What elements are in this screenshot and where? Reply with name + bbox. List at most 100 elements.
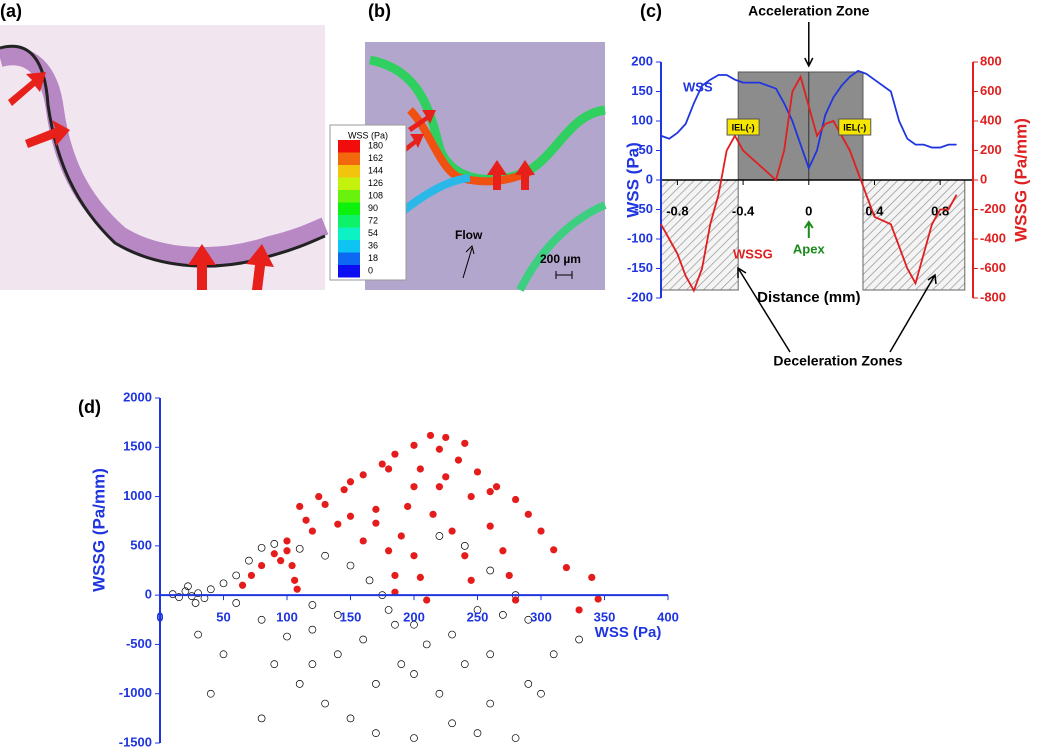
point [384, 606, 393, 614]
point [537, 689, 545, 698]
point [435, 532, 444, 540]
point [321, 699, 329, 708]
point [391, 620, 399, 629]
point [416, 465, 424, 473]
y2-tick-label: 400 [980, 112, 1002, 127]
x-tick-label: 0 [156, 610, 163, 625]
point [283, 632, 291, 641]
colorbar-swatch [338, 227, 360, 240]
point [549, 650, 558, 659]
point [245, 556, 253, 565]
chart-c: -200 -150 -100 -50 0 50 100 150 200 -800 -600 -400 -… [623, 3, 1030, 369]
y-tick-label: 200 [631, 53, 653, 68]
point [410, 441, 418, 449]
point [391, 588, 399, 596]
y2-tick-label: -200 [980, 201, 1006, 216]
point [385, 547, 393, 555]
point [291, 576, 299, 584]
point [575, 606, 583, 614]
point [308, 527, 316, 535]
point [232, 599, 241, 607]
point [460, 542, 469, 550]
y-tick-label: 2000 [123, 389, 152, 404]
point [295, 680, 304, 688]
point [467, 576, 475, 584]
x-tick-label: 300 [530, 610, 552, 625]
point [594, 595, 602, 603]
panel-label: (c) [640, 1, 662, 21]
point [219, 579, 228, 588]
x-tick-label: 250 [467, 610, 489, 625]
point [524, 615, 533, 624]
y2-axis-label: WSSG (Pa/mm) [1011, 118, 1030, 242]
point [333, 611, 342, 619]
point [435, 483, 443, 491]
point [346, 512, 355, 520]
point [511, 734, 520, 742]
point [486, 650, 495, 659]
point [423, 596, 431, 604]
point [550, 546, 558, 554]
panel-b: (b) Flow 200 µm WSS (Pa) 180162144126108… [329, 1, 607, 292]
point [321, 500, 329, 509]
point [460, 660, 469, 668]
point [448, 527, 456, 535]
colorbar-swatch [338, 215, 360, 228]
colorbar-tick-label: 180 [368, 140, 383, 150]
point [410, 734, 418, 742]
point [385, 465, 393, 473]
y-tick-label: -100 [627, 230, 653, 245]
point [346, 478, 355, 486]
point [175, 593, 183, 601]
point [397, 660, 406, 668]
point [359, 471, 367, 479]
point [499, 611, 507, 619]
point [283, 547, 291, 555]
x-tick-label: -0.4 [732, 203, 755, 218]
x-tick-label: 200 [403, 610, 425, 625]
point [288, 561, 296, 570]
series-line [660, 74, 958, 293]
point [206, 689, 215, 698]
point [293, 585, 301, 593]
point [410, 483, 418, 491]
point [499, 547, 507, 555]
point [562, 563, 571, 572]
point [194, 589, 202, 598]
point [435, 689, 444, 698]
point [238, 581, 247, 589]
point [391, 450, 399, 458]
point [257, 714, 266, 723]
y-tick-label: 1000 [123, 488, 152, 503]
point [448, 630, 456, 639]
colorbar-tick-label: 90 [368, 203, 378, 213]
colorbar-tick-label: 72 [368, 215, 378, 225]
x-axis-label: Distance (mm) [757, 289, 860, 306]
colorbar-tick-label: 144 [368, 165, 383, 175]
arrows [8, 72, 274, 290]
y-tick-label: -50 [634, 201, 653, 216]
y-tick-label: 1500 [123, 439, 152, 454]
point [391, 571, 399, 580]
y-tick-label: 0 [145, 587, 152, 602]
y2-tick-label: 800 [980, 53, 1002, 68]
point [486, 566, 495, 575]
zone-arrow [737, 266, 937, 353]
point [429, 510, 437, 518]
y2-tick-label: -400 [980, 230, 1006, 245]
point [296, 502, 304, 511]
point [372, 729, 380, 737]
tissue [0, 47, 329, 266]
series-label: WSSG [733, 246, 773, 261]
apex-label: Apex [793, 241, 826, 256]
point [448, 719, 456, 728]
point [270, 540, 279, 548]
y-tick-label: 0 [646, 171, 653, 186]
point [365, 576, 374, 585]
scale-bar [555, 271, 573, 279]
point [524, 510, 532, 518]
point [333, 650, 342, 659]
deceleration-zone [862, 179, 966, 291]
x-tick-label: 350 [594, 610, 616, 625]
